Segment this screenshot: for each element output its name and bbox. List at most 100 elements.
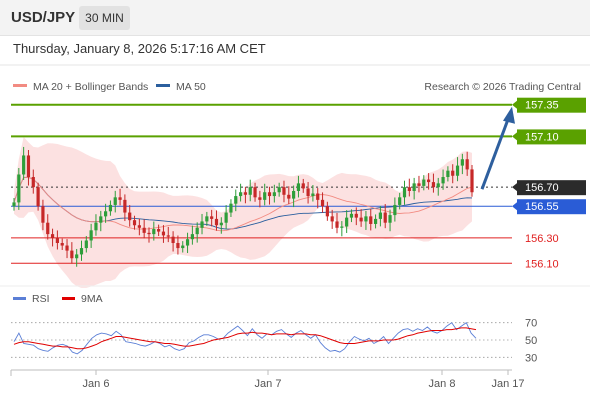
candle-body bbox=[417, 183, 421, 186]
candle-body bbox=[364, 216, 368, 222]
time-label-2: Jan 8 bbox=[429, 378, 456, 390]
candle-body bbox=[263, 192, 267, 200]
candle-body bbox=[12, 202, 16, 207]
candle-body bbox=[258, 197, 262, 200]
candle-body bbox=[388, 215, 392, 223]
candle-body bbox=[123, 199, 127, 213]
rsi-legend: RSI 9MA bbox=[13, 293, 103, 305]
candle-body bbox=[243, 192, 248, 195]
candle-body bbox=[325, 206, 329, 217]
rsi-ma9-line bbox=[13, 327, 477, 350]
legend-label-1: MA 50 bbox=[176, 81, 206, 93]
candle-body bbox=[349, 213, 354, 218]
candle-body bbox=[224, 212, 228, 223]
candle-body bbox=[50, 234, 55, 238]
level-tag-bg-3 bbox=[517, 199, 586, 215]
candle-body bbox=[166, 235, 170, 237]
candle-body bbox=[248, 187, 252, 195]
legend: MA 20 + Bollinger Bands MA 50 bbox=[13, 81, 206, 93]
rsi-panel: 70 50 30 bbox=[11, 318, 537, 364]
candle-body bbox=[441, 177, 445, 184]
level-label-3: 156.55 bbox=[525, 201, 559, 213]
candle-body bbox=[79, 248, 84, 255]
candle-body bbox=[451, 170, 455, 176]
candle-body bbox=[465, 159, 469, 170]
candle-body bbox=[137, 225, 141, 228]
candle-body bbox=[108, 204, 113, 212]
symbol-title: USD/JPY bbox=[11, 9, 76, 26]
candle-body bbox=[219, 222, 223, 226]
bollinger-band bbox=[14, 136, 472, 288]
level-tag-bg-1 bbox=[517, 129, 586, 145]
candle-body bbox=[70, 250, 74, 259]
level-tag-pointer-1 bbox=[512, 132, 517, 141]
legend-swatch-1 bbox=[156, 84, 170, 87]
candle-body bbox=[320, 199, 325, 207]
candle-body bbox=[176, 243, 180, 249]
candle-body bbox=[292, 190, 296, 199]
candle-body bbox=[65, 245, 69, 251]
candle-body bbox=[383, 212, 387, 223]
rsi-legend-swatch-0 bbox=[13, 297, 26, 300]
candle-body bbox=[455, 165, 460, 176]
level-label-5: 156.10 bbox=[525, 258, 559, 270]
candle-body bbox=[238, 192, 243, 197]
candle-body bbox=[234, 196, 238, 204]
candle-body bbox=[412, 183, 416, 191]
candle-body bbox=[311, 193, 315, 197]
candle-body bbox=[354, 213, 358, 218]
candle-body bbox=[185, 239, 190, 246]
rsi-legend-swatch-1 bbox=[62, 297, 75, 300]
candle-body bbox=[99, 216, 103, 223]
time-axis: Jan 6 Jan 7 Jan 8 Jan 17 bbox=[10, 369, 525, 390]
candle-body bbox=[316, 193, 320, 200]
rsi-line bbox=[13, 322, 477, 355]
candle-body bbox=[214, 218, 219, 226]
levels bbox=[11, 103, 512, 264]
candle-body bbox=[460, 159, 464, 166]
candle-body bbox=[287, 194, 291, 199]
candle-body bbox=[113, 197, 117, 205]
credit-text: Research © 2026 Trading Central bbox=[424, 81, 581, 93]
candle-body bbox=[55, 237, 59, 244]
candle-body bbox=[378, 212, 382, 219]
rsi-legend-label-0: RSI bbox=[32, 293, 50, 305]
candle-body bbox=[195, 227, 199, 235]
candle-body bbox=[22, 155, 26, 175]
candle-body bbox=[132, 220, 137, 226]
candle-body bbox=[84, 240, 88, 249]
candle-body bbox=[75, 254, 79, 259]
candle-body bbox=[330, 216, 334, 222]
candle-body bbox=[345, 217, 349, 227]
candle-body bbox=[393, 204, 397, 216]
header-bar: USD/JPY 30 MIN bbox=[0, 0, 590, 36]
legend-label-0: MA 20 + Bollinger Bands bbox=[33, 81, 148, 93]
candle-body bbox=[200, 221, 204, 228]
level-label-1: 157.10 bbox=[525, 131, 559, 143]
candle-body bbox=[369, 216, 373, 224]
candles bbox=[12, 146, 474, 267]
candle-body bbox=[373, 218, 378, 224]
legend-swatch-0 bbox=[13, 84, 27, 87]
interval-button[interactable]: 30 MIN bbox=[79, 6, 130, 30]
candle-body bbox=[340, 226, 344, 228]
candle-body bbox=[335, 221, 339, 228]
candle-body bbox=[41, 206, 45, 223]
rsi-tick-0: 70 bbox=[525, 318, 537, 330]
candle-body bbox=[282, 187, 286, 195]
candle-body bbox=[296, 183, 301, 191]
candle-body bbox=[267, 192, 272, 197]
candle-body bbox=[272, 192, 276, 197]
candle-body bbox=[31, 177, 35, 188]
candle-body bbox=[36, 187, 40, 207]
candle-body bbox=[157, 229, 161, 232]
candle-body bbox=[60, 243, 64, 246]
candle-body bbox=[470, 169, 474, 193]
candle-body bbox=[359, 217, 363, 222]
candle-body bbox=[118, 197, 122, 200]
level-label-0: 157.35 bbox=[525, 100, 559, 112]
level-tag-pointer-0 bbox=[512, 100, 517, 109]
candle-body bbox=[277, 187, 281, 193]
level-label-4: 156.30 bbox=[525, 233, 559, 245]
